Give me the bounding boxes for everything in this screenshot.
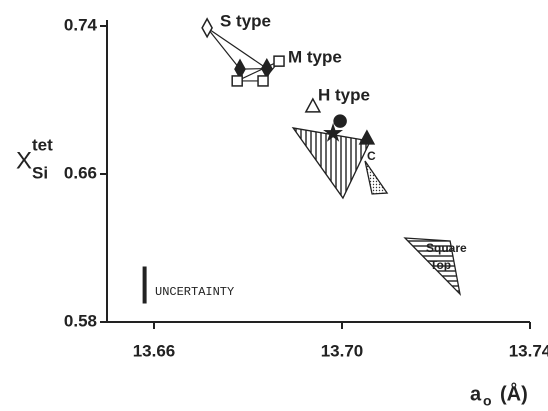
marker: [304, 97, 322, 113]
y-tick-label: 0.74: [64, 15, 98, 34]
annotation: S type: [220, 11, 271, 30]
marker: [333, 114, 347, 128]
marker: [231, 75, 243, 87]
connector: [206, 27, 268, 70]
marker: [323, 122, 344, 142]
x-axis-label: a: [470, 383, 482, 405]
annotation: C: [367, 149, 376, 163]
annotation: UNCERTAINTY: [155, 285, 234, 299]
region: [291, 127, 372, 200]
x-tick-label: 13.70: [321, 341, 364, 360]
region: [403, 237, 461, 297]
y-tick-label: 0.66: [64, 163, 97, 182]
region: [364, 160, 389, 195]
x-axis-label-sub: o: [483, 393, 492, 409]
y-tick-label: 0.58: [64, 311, 97, 330]
y-axis-label-sup: tet: [32, 135, 53, 154]
connector: [236, 60, 280, 82]
y-axis-label-sub: Si: [32, 163, 48, 182]
x-axis-label-unit: (Å): [500, 381, 528, 405]
connector: [206, 27, 241, 70]
marker: [257, 75, 269, 87]
marker: [358, 129, 376, 145]
marker: [273, 55, 285, 67]
y-axis-label: X: [16, 147, 32, 174]
x-tick-label: 13.66: [133, 341, 176, 360]
x-tick-label: 13.74: [509, 341, 548, 360]
marker: [201, 17, 213, 39]
annotation: H type: [318, 85, 370, 104]
annotation: M type: [288, 47, 342, 66]
annotation: Square Top: [426, 241, 467, 272]
